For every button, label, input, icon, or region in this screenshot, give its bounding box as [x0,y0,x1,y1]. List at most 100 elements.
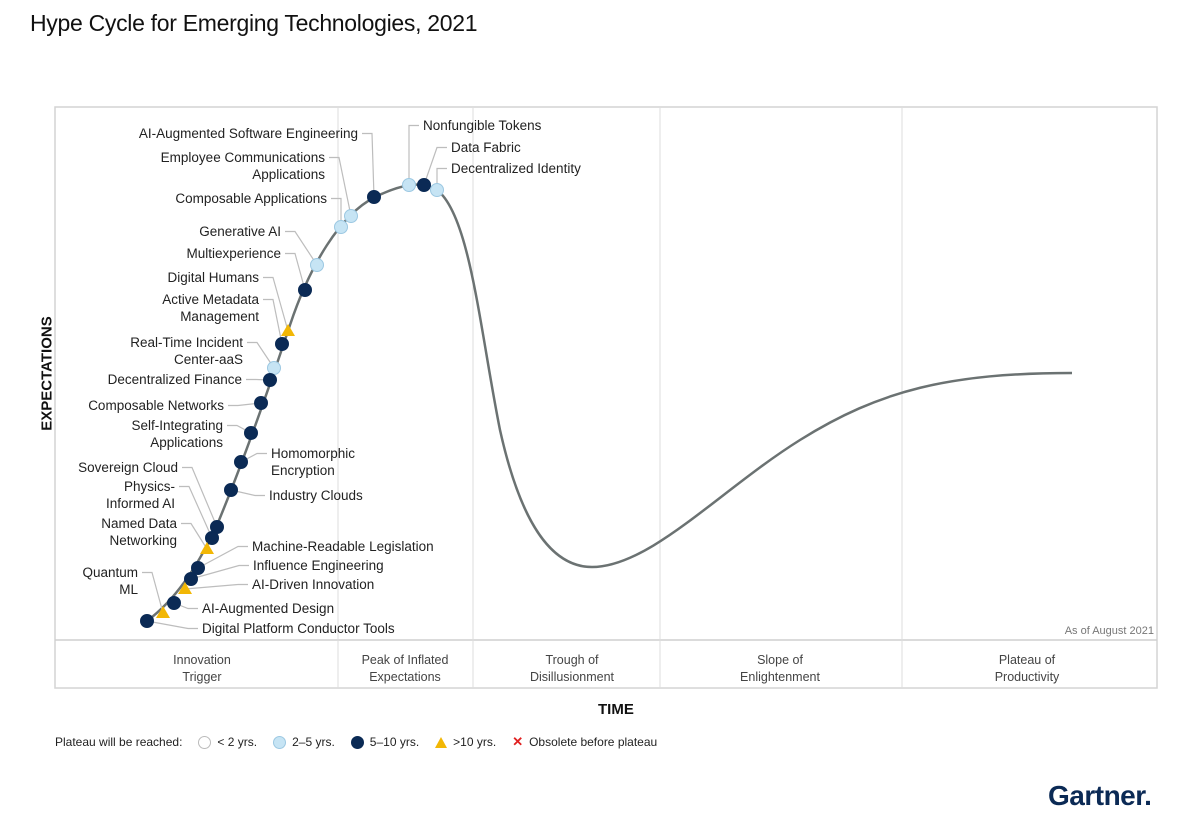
marker-dot-icon [234,455,248,469]
marker-dot-icon [267,361,281,375]
technology-label-line: Generative AI [199,224,281,239]
phase-label-line: Productivity [994,670,1060,684]
leader-line [182,466,218,528]
marker-dot-icon [334,220,348,234]
marker-dot-icon [167,596,181,610]
marker-dot-icon [224,483,238,497]
technology-label-line: Physics- [123,479,175,494]
technology-label-line: Homomorphic [271,446,356,461]
technology-label: Real-Time Incident Center-aaS [130,334,243,368]
leader-line [184,583,248,590]
legend-dot-icon [273,735,287,749]
technology-label-line: Employee Communications [160,150,325,165]
phase-label-line: Peak of Inflated [361,653,449,667]
technology-label-line: Composable Networks [88,398,224,413]
technology-label-line: Decentralized Identity [451,161,581,176]
leader-line [228,402,262,407]
phase-label-line: Expectations [369,670,441,684]
technology-label-line: AI-Driven Innovation [252,577,375,592]
technology-label: Influence Engineering [253,557,384,574]
marker-dot-icon [263,373,277,387]
technology-label: Nonfungible Tokens [423,117,541,134]
marker-dot-icon [275,337,289,351]
phase-label-line: Innovation [173,653,231,667]
legend-label: 2–5 yrs. [292,735,335,749]
technology-label: Multiexperience [186,245,281,262]
leader-line [285,230,318,266]
technology-label: Sovereign Cloud [78,459,178,476]
leader-line [181,522,208,550]
technology-label: Physics- Informed AI [106,478,175,512]
marker-dot-icon [244,426,258,440]
phase-label-line: Trigger [182,670,222,684]
leader-line [423,146,447,186]
technology-label-line: Digital Humans [167,270,259,285]
technology-label-line: Digital Platform Conductor Tools [202,621,395,636]
leader-line [285,252,306,291]
leader-line [197,545,248,569]
technology-label: Decentralized Identity [451,160,581,177]
technology-label-line: AI-Augmented Software Engineering [138,126,358,141]
technology-label-line: Named Data [101,516,177,531]
technology-label-line: Applications [150,435,223,450]
technology-label-line: Management [180,309,259,324]
technology-label: Homomorphic Encryption [271,445,355,479]
leader-line [247,341,275,369]
technology-label: AI-Augmented Design [202,600,334,617]
technology-label: Industry Clouds [269,487,363,504]
leader-line [331,197,342,227]
legend-label: < 2 yrs. [217,735,258,749]
phase-label-line: Plateau of [998,653,1056,667]
marker-dot-icon [430,183,444,197]
marker-dot-icon [184,572,198,586]
marker-dot-icon [417,178,431,192]
leader-line [230,489,265,497]
technology-label-line: Nonfungible Tokens [423,118,542,133]
marker-dot-icon [205,531,219,545]
marker-dot-icon [254,396,268,410]
technology-label: Active Metadata Management [162,291,259,325]
technology-label: Machine-Readable Legislation [252,538,434,555]
chart-title: Hype Cycle for Emerging Technologies, 20… [30,10,478,36]
technology-label: Self-Integrating Applications [131,417,223,451]
marker-triangle-icon [200,542,214,554]
technology-label: Data Fabric [451,139,521,156]
technology-label-line: Industry Clouds [269,488,363,503]
technology-label: Quantum ML [82,564,138,598]
technology-label-line: Active Metadata [162,292,259,307]
technology-label-line: Machine-Readable Legislation [252,539,434,554]
technology-label: Generative AI [199,223,281,240]
marker-dot-icon [344,209,358,223]
technology-label-line: ML [119,582,138,597]
technology-label-line: Quantum [82,565,138,580]
technology-label: Composable Networks [88,397,224,414]
phase-label-line: Disillusionment [529,670,615,684]
leader-line [329,156,352,217]
marker-dot-icon [367,190,381,204]
hype-curve [146,183,1073,622]
technology-label: Employee Communications Applications [161,149,325,183]
legend-prefix: Plateau will be reached: [55,735,183,749]
legend-label: 5–10 yrs. [369,735,420,749]
technology-label-line: Data Fabric [451,140,521,155]
technology-label: Named Data Networking [101,515,177,549]
legend-dot-icon [198,735,212,749]
phase-label-line: Enlightenment [740,670,820,684]
technology-label: Digital Platform Conductor Tools [202,620,395,637]
legend-label: Obsolete before plateau [529,735,658,749]
leader-line [179,485,213,539]
phase-label: Slope of Enlightenment [700,652,860,686]
technology-label-line: Decentralized Finance [107,372,242,387]
technology-label: Decentralized Finance [108,371,242,388]
technology-label: AI-Driven Innovation [252,576,374,593]
technology-label-line: Influence Engineering [253,558,384,573]
phase-label: Peak of Inflated Expectations [325,652,485,686]
technology-label-line: Center-aaS [173,352,243,367]
gartner-logo: Gartner. [1048,780,1152,811]
leader-line [190,564,249,580]
phase-label: Innovation Trigger [122,652,282,686]
technology-label-line: Composable Applications [175,191,327,206]
marker-dot-icon [298,283,312,297]
